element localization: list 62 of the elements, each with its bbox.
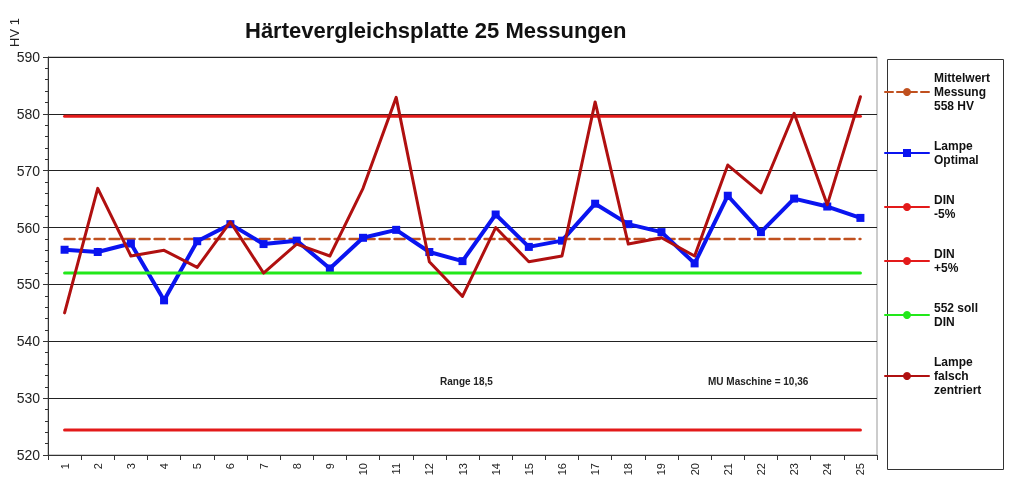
point <box>160 296 169 305</box>
point <box>259 240 268 249</box>
point <box>93 248 102 257</box>
y-tick-label: 560 <box>16 219 41 236</box>
x-tick-label: 19 <box>655 463 668 476</box>
point <box>126 239 135 248</box>
x-tick-label: 17 <box>589 463 602 476</box>
point <box>856 213 865 222</box>
x-tick-label: 18 <box>622 463 635 476</box>
x-tick-label: 24 <box>821 463 834 476</box>
legend-label: 552 soll DIN <box>934 301 979 329</box>
point <box>591 199 600 208</box>
point <box>756 228 765 237</box>
legend-label: Mittelwert Messung 558 HV <box>934 71 991 113</box>
point <box>392 225 401 234</box>
annotation: Range 18,5 <box>440 375 494 387</box>
x-tick-label: 16 <box>555 463 568 476</box>
x-tick-label: 9 <box>323 463 336 470</box>
y-axis-title: HV 1 <box>7 17 22 47</box>
x-tick-label: 4 <box>158 463 171 470</box>
x-tick-label: 2 <box>91 463 104 470</box>
point <box>458 257 467 266</box>
y-tick-label: 580 <box>16 105 41 122</box>
line-series <box>63 95 862 315</box>
point <box>60 245 69 254</box>
point <box>657 228 666 237</box>
legend-label: DIN -5% <box>934 193 956 221</box>
x-tick-label: 25 <box>854 463 867 476</box>
chart-title: Härtevergleichsplatte 25 Messungen <box>245 17 627 43</box>
x-tick-label: 23 <box>788 463 801 476</box>
legend-label: Lampe falsch zentriert <box>934 355 982 397</box>
x-tick-label: 12 <box>423 463 436 476</box>
x-tick-label: 7 <box>257 463 270 470</box>
y-tick-label: 550 <box>16 276 41 293</box>
x-tick-label: 10 <box>357 463 370 476</box>
x-tick-label: 11 <box>390 463 403 475</box>
point <box>359 233 368 242</box>
legend-label: Lampe Optimal <box>934 139 979 167</box>
x-tick-label: 14 <box>489 463 502 476</box>
y-tick-label: 590 <box>16 49 41 65</box>
x-tick-label: 15 <box>522 463 535 476</box>
point <box>491 210 500 219</box>
y-tick-label: 570 <box>16 162 41 179</box>
x-tick-label: 8 <box>290 463 303 470</box>
y-tick-label: 520 <box>16 447 41 463</box>
y-tick-label: 540 <box>16 333 41 350</box>
annotation: MU Maschine = 10,36 <box>708 375 809 387</box>
legend-label: DIN +5% <box>934 247 959 275</box>
x-tick-label: 1 <box>58 463 71 470</box>
x-tick-label: 21 <box>721 463 734 476</box>
x-tick-label: 22 <box>754 463 767 476</box>
x-tick-label: 13 <box>456 463 469 476</box>
point <box>723 191 732 200</box>
x-tick-label: 20 <box>688 463 701 476</box>
point <box>193 237 202 246</box>
point <box>690 259 699 268</box>
point <box>790 194 799 203</box>
x-tick-label: 6 <box>224 463 237 470</box>
y-tick-label: 530 <box>16 390 41 407</box>
x-tick-label: 5 <box>191 463 204 470</box>
point <box>524 242 533 251</box>
x-tick-label: 3 <box>124 463 137 470</box>
